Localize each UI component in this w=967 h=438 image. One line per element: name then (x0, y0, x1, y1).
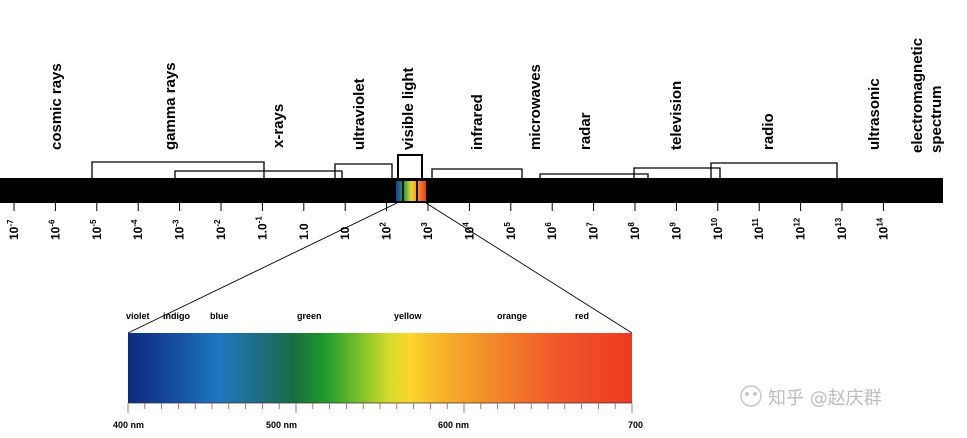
axis-tick-label: 10-5 (89, 219, 104, 240)
watermark-logo-dot-icon (745, 392, 749, 396)
color-label-blue: blue (210, 311, 229, 321)
axis-tick-label: 104 (461, 222, 476, 240)
nm-label-600: 600 nm (438, 420, 469, 430)
axis-tick-label: 1.0-1 (254, 216, 269, 240)
color-labels: violet indigo blue green yellow orange r… (126, 311, 589, 321)
visible-band-divider (402, 181, 404, 201)
band-label-visible-light: visible light (400, 67, 417, 150)
axis-tick-label: 1014 (875, 217, 890, 240)
axis-tick-label: 1012 (793, 217, 808, 240)
connector-line-left (127, 202, 398, 334)
title-line-2: spectrum (928, 85, 945, 153)
nm-label-400: 400 nm (113, 420, 144, 430)
axis-tick-label: 10-3 (172, 219, 187, 240)
band-label-infrared: infrared (469, 94, 486, 150)
axis-tick-label: 1013 (834, 217, 849, 240)
color-label-violet: violet (126, 311, 150, 321)
watermark-logo-icon (740, 385, 762, 407)
axis-tick-label: 105 (503, 222, 518, 240)
bracket-x-rays (174, 170, 343, 178)
axis-tick-label: 1011 (751, 218, 766, 240)
color-label-red: red (575, 311, 589, 321)
band-label-ultraviolet: ultraviolet (351, 78, 368, 150)
bracket-microwaves (539, 173, 649, 178)
axis-tick-label: 107 (586, 222, 601, 240)
band-labels: cosmic rays gamma rays x-rays ultraviole… (48, 38, 945, 153)
bracket-gamma-rays (91, 161, 265, 178)
axis-tick-label: 10-4 (130, 219, 145, 240)
tick-labels: 10-710-610-510-410-310-21.0-11.0 10 102103… (6, 216, 890, 240)
color-label-yellow: yellow (394, 311, 423, 321)
visible-band-mini (396, 181, 426, 201)
connector-line-right (425, 202, 633, 334)
nm-label-700: 700 (628, 420, 643, 430)
band-label-television: television (668, 81, 685, 150)
band-label-x-rays: x-rays (270, 104, 287, 148)
axis-tick-label: 102 (379, 222, 394, 240)
color-label-indigo: indigo (163, 311, 190, 321)
band-label-radio: radio (760, 113, 777, 150)
band-label-gamma-rays: gamma rays (162, 62, 179, 150)
band-label-cosmic-rays: cosmic rays (48, 63, 65, 150)
bracket-radar (633, 167, 721, 178)
bracket-radio (710, 162, 838, 178)
axis-tick-label: 10-2 (213, 219, 228, 240)
title-line-1: electromagnetic (909, 38, 926, 153)
nm-ticks (127, 403, 633, 413)
band-label-radar: radar (577, 112, 594, 150)
axis-tick-label: 10-7 (6, 219, 21, 240)
visible-band-divider (416, 181, 418, 201)
watermark: 知乎 @赵庆群 (740, 385, 882, 409)
color-label-orange: orange (497, 311, 527, 321)
range-brackets (91, 154, 838, 178)
axis-tick-label: 109 (668, 222, 683, 240)
axis-tick-label: 106 (544, 222, 559, 240)
band-label-ultrasonic: ultrasonic (866, 78, 883, 150)
connector-lines (127, 202, 633, 334)
axis-tick-label: 1.0 (297, 223, 311, 240)
bracket-infrared (431, 168, 523, 178)
axis-tick-label: 10-6 (47, 219, 62, 240)
nm-labels: 400 nm 500 nm 600 nm 700 (113, 420, 643, 430)
watermark-logo-dot-icon (753, 392, 757, 396)
visible-spectrum-bar (128, 333, 632, 403)
bracket-ultraviolet (334, 163, 393, 178)
axis-tick-label: 103 (420, 222, 435, 240)
axis-tick-label: 1010 (710, 217, 725, 240)
spectrum-bar (0, 178, 943, 203)
axis-tick-label: 108 (627, 222, 642, 240)
tick-marks (13, 203, 884, 211)
nm-label-500: 500 nm (266, 420, 297, 430)
watermark-text: 知乎 @赵庆群 (768, 388, 882, 409)
color-label-green: green (297, 311, 322, 321)
bracket-visible-light (397, 154, 423, 178)
band-label-microwaves: microwaves (527, 64, 544, 150)
visible-band-swatch (396, 181, 426, 201)
